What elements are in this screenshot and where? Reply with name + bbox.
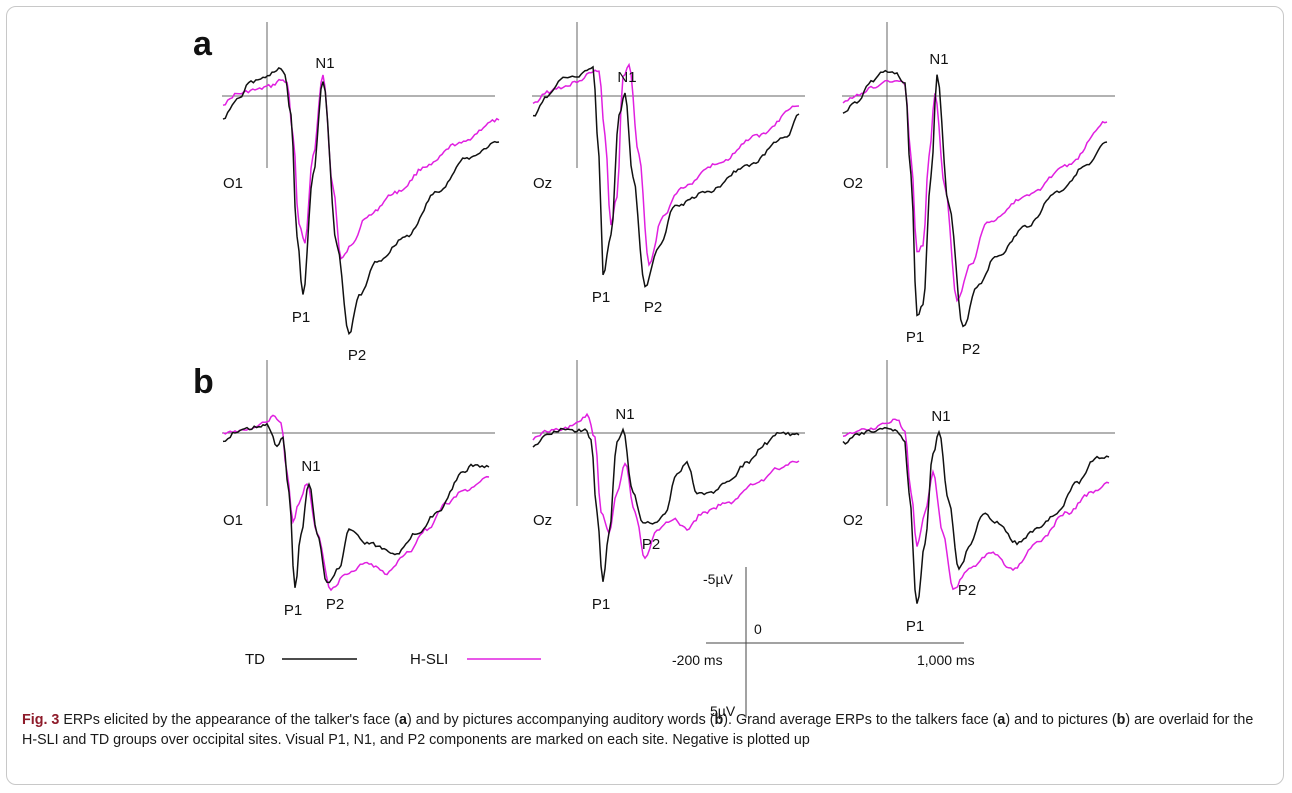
trace-td-b-Oz <box>532 427 800 582</box>
caption-fignum: Fig. 3 <box>22 712 60 728</box>
site-label-b-O2: O2 <box>843 512 863 529</box>
caption-text-0: ERPs elicited by the appearance of the t… <box>59 712 400 728</box>
trace-hsli-a-Oz <box>532 62 800 267</box>
caption-ref-a-2: a <box>997 712 1006 728</box>
peak-P2-a-O2: P2 <box>962 341 980 358</box>
caption-ref-b-2: b <box>1116 712 1126 728</box>
erp-axes <box>222 22 1115 506</box>
trace-hsli-b-O1 <box>222 414 490 592</box>
figure-caption: Fig. 3 ERPs elicited by the appearance o… <box>22 710 1267 750</box>
caption-text-1: ) and by pictures accompanying auditory … <box>406 712 715 728</box>
figure-frame <box>6 6 1284 785</box>
scale-top-label: -5µV <box>703 571 734 587</box>
peak-N1-a-O2: N1 <box>929 51 948 68</box>
peak-P1-a-O1: P1 <box>292 309 310 326</box>
peak-P2-a-Oz: P2 <box>644 299 662 316</box>
scale-bottom-label: 5µV <box>710 703 736 719</box>
peak-P1-b-O1: P1 <box>284 602 302 619</box>
peak-N1-b-Oz: N1 <box>615 406 634 423</box>
trace-td-b-O1 <box>222 422 490 588</box>
peak-N1-a-Oz: N1 <box>617 69 636 86</box>
caption-text-3: ) and to pictures ( <box>1005 712 1117 728</box>
scale-right-label: 1,000 ms <box>917 652 975 668</box>
caption-ref-a: a <box>399 712 407 728</box>
legend-hsli-label: H-SLI <box>410 651 448 668</box>
caption-ref-b: b <box>714 712 724 728</box>
trace-hsli-b-O2 <box>842 418 1110 591</box>
site-label-b-O1: O1 <box>223 512 243 529</box>
site-label-b-Oz: Oz <box>533 512 552 529</box>
site-label-a-O2: O2 <box>843 175 863 192</box>
caption-text-4: ) are overlaid for the H-SLI and TD grou… <box>22 712 1254 748</box>
peak-N1-a-O1: N1 <box>315 55 334 72</box>
erp-labels: O1 P1 N1 P2 Oz P1 N1 P2 O2 P1 N1 P2 O1 P1 N1 P2 Oz P1 N1 P2… <box>223 51 980 635</box>
panel-letter-b: b <box>193 363 214 401</box>
trace-hsli-a-O2 <box>842 79 1108 303</box>
scale-zero-label: 0 <box>754 621 762 637</box>
scale-left-label: -200 ms <box>672 652 723 668</box>
peak-N1-b-O1: N1 <box>301 458 320 475</box>
peak-P2-b-O2: P2 <box>958 582 976 599</box>
site-label-a-O1: O1 <box>223 175 243 192</box>
peak-P1-b-Oz: P1 <box>592 596 610 613</box>
trace-td-b-O2 <box>842 426 1110 604</box>
trace-hsli-a-O1 <box>222 74 500 260</box>
legend-td-label: TD <box>245 651 265 668</box>
peak-P2-b-Oz: P2 <box>642 536 660 553</box>
trace-td-a-Oz <box>532 65 800 288</box>
trace-td-a-O2 <box>842 69 1108 328</box>
site-label-a-Oz: Oz <box>533 175 552 192</box>
peak-P1-a-Oz: P1 <box>592 289 610 306</box>
trace-hsli-b-Oz <box>532 412 800 560</box>
caption-text-2: ). Grand average ERPs to the talkers fac… <box>723 712 998 728</box>
peak-P2-b-O1: P2 <box>326 596 344 613</box>
trace-td-a-O1 <box>222 66 500 336</box>
peak-P2-a-O1: P2 <box>348 347 366 364</box>
erp-traces <box>222 62 1110 604</box>
peak-N1-b-O2: N1 <box>931 408 950 425</box>
peak-P1-a-O2: P1 <box>906 329 924 346</box>
peak-P1-b-O2: P1 <box>906 618 924 635</box>
panel-letter-a: a <box>193 25 213 63</box>
